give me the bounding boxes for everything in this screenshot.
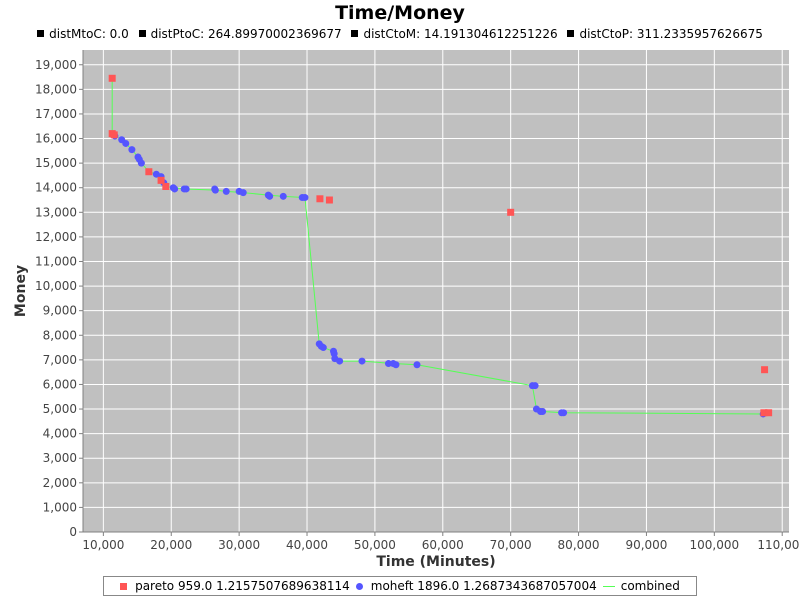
moheft-point [122,139,130,147]
y-tick-label: 3,000 [43,451,77,465]
y-tick-label: 6,000 [43,377,77,391]
plot-area [83,50,789,532]
pareto-point [761,366,769,374]
y-tick-label: 19,000 [35,58,77,72]
pareto-point [325,196,333,204]
moheft-point [171,185,179,193]
x-tick-label: 50,000 [354,538,396,552]
pareto-point [162,182,170,190]
green-line-marker-icon [602,585,615,587]
moheft-point [560,409,568,417]
chart-title: Time/Money [335,2,465,24]
y-tick-label: 0 [69,525,77,539]
x-tick-label: 10,000 [82,538,124,552]
pareto-point [765,409,773,417]
y-tick-label: 17,000 [35,107,77,121]
subtitle-text: distMtoC: 0.0 [49,27,129,41]
y-tick-label: 16,000 [35,132,77,146]
pareto-point [108,74,116,82]
moheft-point [128,146,136,154]
square-bullet-icon [351,30,359,37]
red-square-marker-icon [120,582,128,590]
moheft-point [531,382,539,390]
pareto-point [316,195,324,203]
legend-item-combined: combined [602,579,680,593]
moheft-point [301,194,309,202]
y-tick-label: 1,000 [43,500,77,514]
legend-label: combined [620,579,680,593]
square-bullet-icon [138,30,146,37]
y-axis-label: Money [13,265,29,317]
x-tick-label: 110,000 [757,538,800,552]
y-tick-label: 15,000 [35,156,77,170]
legend-item-pareto: pareto 959.0 1.2157507689638114 [120,579,350,593]
y-tick-label: 8,000 [43,328,77,342]
legend-item-moheft: moheft 1896.0 1.2687343687057004 [355,579,597,593]
subtitle-item: distPtoC: 264.89970002369677 [138,27,342,41]
legend-label: pareto 959.0 1.2157507689638114 [135,579,350,593]
subtitle-item: distCtoM: 14.191304612251226 [351,27,558,41]
moheft-point [392,361,400,369]
pareto-point [157,176,165,184]
blue-circle-marker-icon [355,582,363,590]
square-bullet-icon [37,30,45,37]
square-bullet-icon [567,30,575,37]
subtitle-text: distPtoC: 264.89970002369677 [150,27,342,41]
y-tick-label: 7,000 [43,353,77,367]
subtitle-text: distCtoP: 311.2335957626675 [579,27,763,41]
x-tick-label: 90,000 [625,538,667,552]
x-tick-label: 80,000 [558,538,600,552]
pareto-point [110,131,118,139]
y-tick-label: 11,000 [35,254,77,268]
chart-legend: pareto 959.0 1.2157507689638114 moheft 1… [103,576,697,596]
y-tick-label: 18,000 [35,82,77,96]
y-tick-label: 14,000 [35,181,77,195]
moheft-point [211,186,219,194]
x-tick-label: 70,000 [490,538,532,552]
x-tick-label: 60,000 [422,538,464,552]
y-tick-label: 9,000 [43,304,77,318]
chart-subtitle: distMtoC: 0.0 distPtoC: 264.899700023696… [0,27,800,41]
pareto-point [760,409,768,417]
x-axis-label: Time (Minutes) [376,554,495,570]
moheft-point [266,192,274,200]
y-tick-label: 4,000 [43,427,77,441]
y-tick-label: 2,000 [43,476,77,490]
moheft-point [319,344,327,352]
x-tick-label: 30,000 [218,538,260,552]
pareto-point [507,208,515,216]
x-tick-label: 40,000 [286,538,328,552]
moheft-point [137,159,145,167]
moheft-point [279,192,287,200]
moheft-point [239,189,247,197]
moheft-point [358,357,366,365]
y-tick-label: 13,000 [35,205,77,219]
subtitle-item: distCtoP: 311.2335957626675 [567,27,763,41]
moheft-point [539,408,547,415]
subtitle-item: distMtoC: 0.0 [37,27,129,41]
combined-series-line [111,78,769,415]
subtitle-text: distCtoM: 14.191304612251226 [363,27,558,41]
y-tick-label: 12,000 [35,230,77,244]
x-tick-label: 100,000 [690,538,740,552]
y-tick-label: 10,000 [35,279,77,293]
moheft-point [413,361,421,369]
x-tick-label: 20,000 [150,538,192,552]
y-tick-label: 5,000 [43,402,77,416]
moheft-point [336,357,344,365]
legend-label: moheft 1896.0 1.2687343687057004 [370,579,597,593]
pareto-point [145,168,153,176]
moheft-point [182,185,190,193]
moheft-point [222,187,230,195]
